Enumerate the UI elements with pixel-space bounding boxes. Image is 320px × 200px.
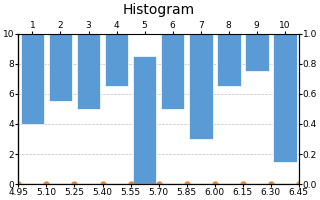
Bar bbox=[273, 34, 297, 162]
Bar bbox=[161, 34, 185, 109]
Bar bbox=[49, 34, 72, 101]
Bar bbox=[217, 34, 241, 86]
Bar bbox=[189, 34, 212, 139]
Bar bbox=[20, 34, 44, 124]
Bar bbox=[76, 34, 100, 109]
Bar bbox=[105, 34, 128, 86]
Bar bbox=[133, 56, 156, 184]
Bar bbox=[245, 34, 268, 71]
Title: Histogram: Histogram bbox=[123, 3, 195, 17]
